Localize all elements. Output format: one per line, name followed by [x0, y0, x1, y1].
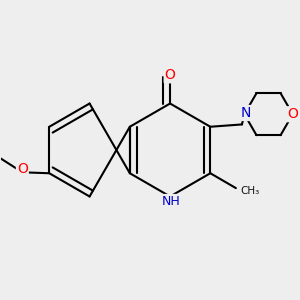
Text: O: O	[165, 68, 176, 82]
Text: NH: NH	[162, 195, 181, 208]
Text: CH₃: CH₃	[241, 186, 260, 196]
Text: O: O	[17, 162, 28, 176]
Text: O: O	[287, 107, 298, 121]
Text: N: N	[240, 106, 251, 120]
